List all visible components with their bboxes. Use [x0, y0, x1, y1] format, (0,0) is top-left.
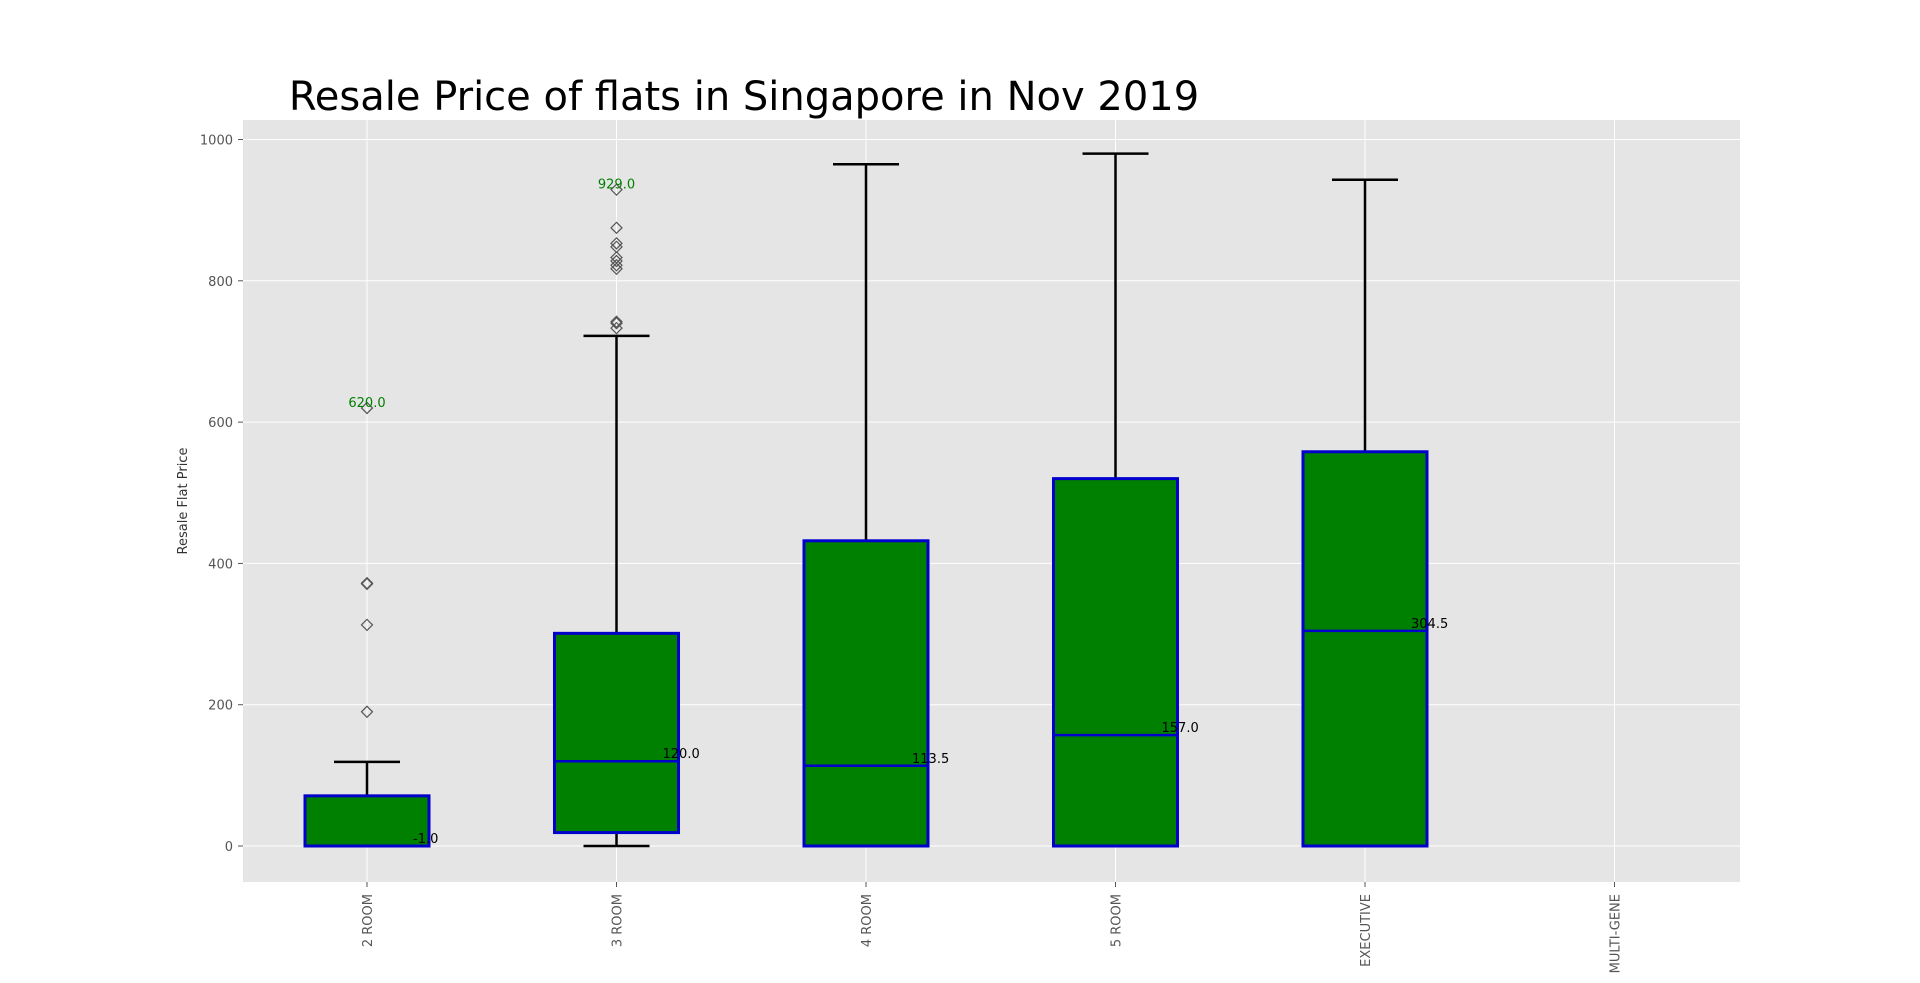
flier-point [610, 237, 623, 250]
x-tick-label: 2 ROOM [361, 894, 376, 947]
flier-point [610, 315, 623, 329]
y-tick-label: 1000 [200, 134, 233, 149]
box [553, 631, 680, 835]
y-axis-label: Resale Flat Price [176, 448, 191, 555]
flier-point [610, 221, 623, 235]
y-tick-label: 0 [225, 840, 233, 855]
box [802, 539, 930, 848]
plot-area [243, 120, 1740, 882]
x-axis: 2 ROOM 3 ROOM 4 ROOM 5 ROOM EXECUTIVE MULTI-G… [361, 882, 1624, 973]
y-tick-label: 600 [208, 416, 233, 431]
boxes: -1.0 620.0 120.0 929.0 113.5 157.0 304.5 [303, 152, 1448, 848]
median-label: 120.0 [663, 747, 700, 762]
flier-point [360, 705, 374, 719]
max-label: 620.0 [348, 396, 385, 411]
median-label: -1.0 [413, 832, 438, 847]
y-tick-label: 200 [208, 699, 233, 714]
flier-point [360, 618, 374, 632]
x-tick-label: MULTI-GENE [1609, 894, 1624, 973]
median-label: 113.5 [912, 752, 949, 767]
flier-point [610, 183, 623, 197]
chart-title: Resale Price of flats in Singapore in No… [289, 74, 1199, 120]
x-tick-label: 4 ROOM [860, 894, 875, 947]
box [303, 794, 431, 848]
box-group: 113.5 [802, 162, 949, 848]
x-tick-label: 3 ROOM [611, 894, 626, 947]
median-label: 304.5 [1411, 617, 1448, 632]
flier-point [610, 251, 623, 264]
flier-point [610, 321, 623, 335]
y-tick-label: 800 [208, 275, 233, 290]
box-group: -1.0 620.0 [303, 396, 438, 848]
max-label: 929.0 [598, 178, 635, 193]
x-tick-label: 5 ROOM [1110, 894, 1125, 947]
flier-point [360, 401, 374, 415]
x-tick-label: EXECUTIVE [1359, 894, 1374, 967]
flier-point [610, 316, 623, 330]
y-tick-label: 400 [208, 557, 233, 572]
median-label: 157.0 [1162, 721, 1199, 736]
box-group: 304.5 [1301, 178, 1448, 848]
box-group: 157.0 [1052, 152, 1199, 848]
y-axis: 0 200 400 600 800 1000 [200, 134, 243, 855]
box [1301, 450, 1429, 848]
flier-point [360, 576, 374, 590]
box [1052, 477, 1179, 848]
box-group: 120.0 929.0 [553, 178, 700, 848]
